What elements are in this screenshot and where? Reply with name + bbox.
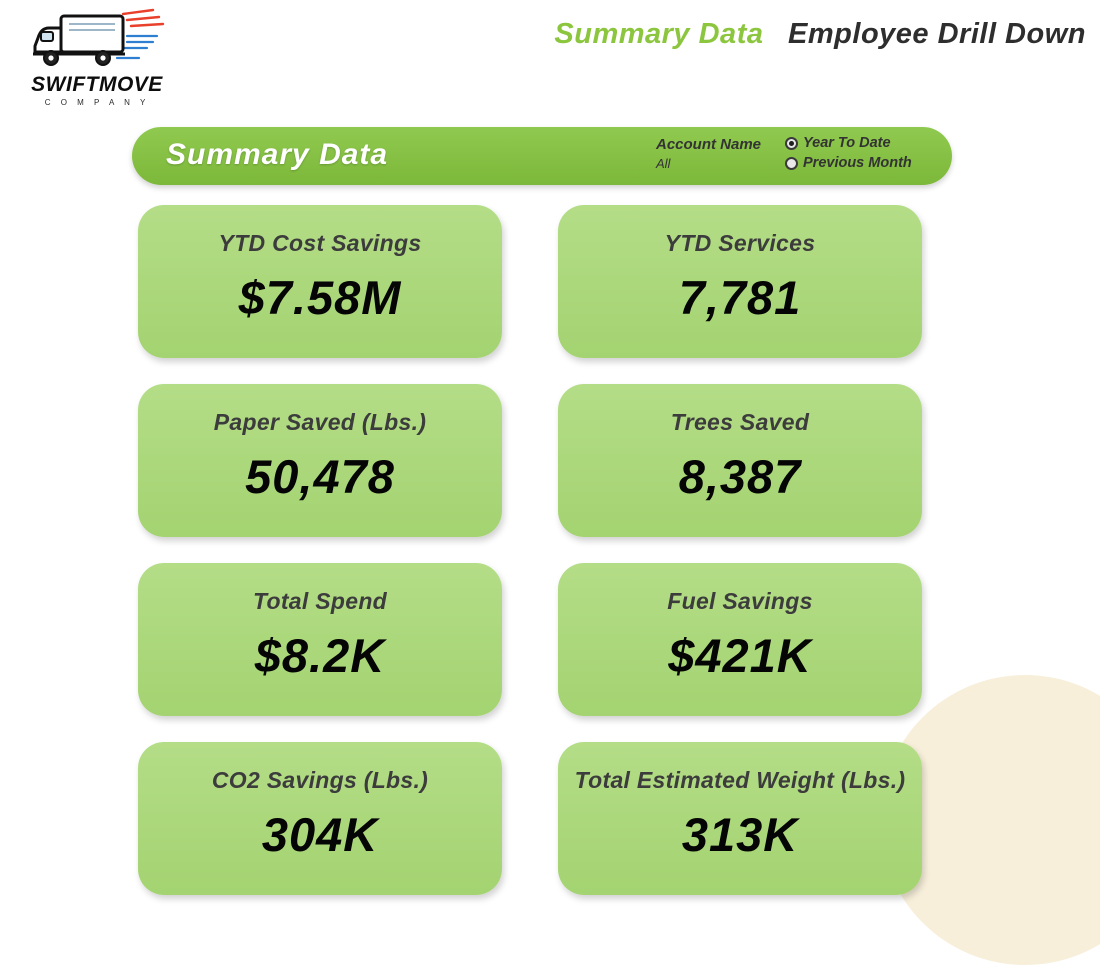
account-name-slicer: Account Name All [656, 136, 761, 172]
kpi-label: CO2 Savings (Lbs.) [211, 767, 429, 793]
kpi-card-total-spend: Total Spend $8.2K [138, 563, 502, 716]
kpi-card-ytd-services: YTD Services 7,781 [558, 205, 922, 358]
kpi-card-paper-saved: Paper Saved (Lbs.) 50,478 [138, 384, 502, 537]
page-title: Summary Data [166, 138, 389, 171]
kpi-label: YTD Services [664, 230, 816, 256]
kpi-value: 313K [681, 808, 799, 861]
kpi-value: $421K [668, 629, 812, 682]
kpi-label: Total Spend [252, 588, 388, 614]
kpi-value: $7.58M [238, 271, 402, 324]
kpi-label: YTD Cost Savings [218, 230, 422, 256]
kpi-card-ytd-cost-savings: YTD Cost Savings $7.58M [138, 205, 502, 358]
kpi-value: $8.2K [254, 629, 386, 682]
kpi-value: 50,478 [245, 450, 395, 503]
brand-subtitle: C O M P A N Y [44, 98, 150, 108]
kpi-card-fuel-savings: Fuel Savings $421K [558, 563, 922, 716]
kpi-value: 304K [261, 808, 379, 861]
report-tabs: Summary Data Employee Drill Down [554, 18, 1086, 51]
tab-summary-data[interactable]: Summary Data [554, 18, 764, 50]
account-name-value[interactable]: All [656, 156, 671, 171]
period-radio-group: Year To Date Previous Month [785, 135, 912, 175]
radio-year-to-date[interactable]: Year To Date [785, 135, 912, 151]
kpi-label: Trees Saved [670, 409, 810, 435]
kpi-card-trees-saved: Trees Saved 8,387 [558, 384, 922, 537]
kpi-label: Total Estimated Weight (Lbs.) [574, 767, 906, 793]
account-name-label: Account Name [656, 136, 762, 153]
radio-unselected-icon [785, 156, 798, 170]
brand-name: SWIFTMOVE [31, 73, 163, 96]
radio-selected-icon [785, 136, 798, 150]
radio-previous-month-label: Previous Month [803, 155, 912, 171]
company-logo: SWIFTMOVE C O M P A N Y [18, 6, 176, 107]
kpi-card-total-estimated-weight: Total Estimated Weight (Lbs.) 313K [558, 742, 922, 895]
header-bar: Summary Data Account Name All Year To Da… [132, 127, 952, 185]
kpi-label: Fuel Savings [667, 588, 813, 614]
kpi-value: 7,781 [678, 271, 802, 324]
kpi-label: Paper Saved (Lbs.) [213, 409, 427, 435]
radio-previous-month[interactable]: Previous Month [785, 155, 912, 171]
kpi-value: 8,387 [678, 450, 802, 503]
kpi-card-grid: YTD Cost Savings $7.58M YTD Services 7,7… [138, 205, 922, 895]
radio-year-to-date-label: Year To Date [803, 135, 891, 151]
tab-employee-drill-down[interactable]: Employee Drill Down [788, 18, 1086, 50]
kpi-card-co2-savings: CO2 Savings (Lbs.) 304K [138, 742, 502, 895]
truck-icon [18, 6, 176, 74]
